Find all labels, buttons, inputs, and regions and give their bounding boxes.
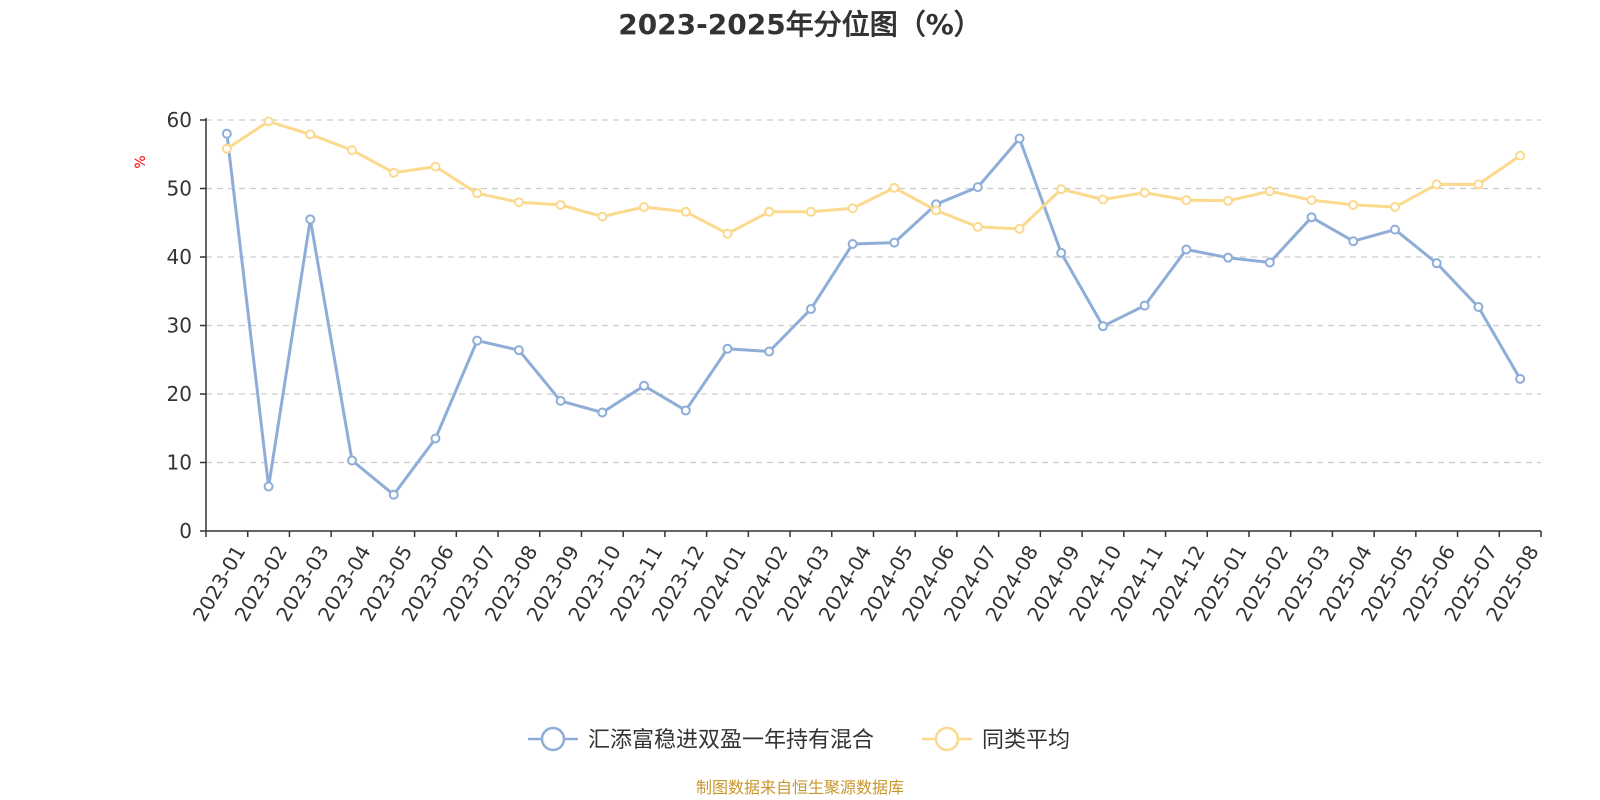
data-point xyxy=(1264,257,1275,268)
data-point xyxy=(1097,321,1108,332)
data-point xyxy=(1014,133,1025,144)
data-point xyxy=(513,197,524,208)
data-point xyxy=(347,145,358,156)
legend-swatch-marker xyxy=(934,726,960,752)
data-point xyxy=(1097,194,1108,205)
data-point xyxy=(1515,150,1526,161)
data-point xyxy=(1223,252,1234,263)
data-point xyxy=(388,167,399,178)
legend: 汇添富稳进双盈一年持有混合 同类平均 xyxy=(528,726,1070,753)
legend-label: 同类平均 xyxy=(982,728,1070,753)
data-point xyxy=(764,206,775,217)
chart-title: 2023-2025年分位图（%） xyxy=(618,8,982,41)
data-point xyxy=(305,129,316,140)
data-point xyxy=(555,395,566,406)
data-point xyxy=(1223,195,1234,206)
y-axis: 0 10 20 30 40 50 60 xyxy=(167,108,207,543)
y-tick-label: 40 xyxy=(167,245,192,269)
data-point xyxy=(221,143,232,154)
data-point xyxy=(889,237,900,248)
data-point xyxy=(430,161,441,172)
y-tick-label: 10 xyxy=(167,451,192,475)
grid-lines xyxy=(206,119,1541,464)
data-point xyxy=(972,182,983,193)
y-axis-unit-label: % xyxy=(133,155,149,168)
series-2 xyxy=(221,116,1526,239)
data-point xyxy=(347,455,358,466)
legend-label: 汇添富稳进双盈一年持有混合 xyxy=(588,728,874,753)
data-point xyxy=(847,203,858,214)
data-point xyxy=(889,182,900,193)
legend-item-2[interactable]: 同类平均 xyxy=(922,726,1070,753)
series-line xyxy=(225,133,1522,497)
series-layer xyxy=(221,116,1526,500)
data-point xyxy=(1306,195,1317,206)
data-point xyxy=(1431,179,1442,190)
data-point xyxy=(722,343,733,354)
data-point xyxy=(472,335,483,346)
data-point xyxy=(1139,300,1150,311)
data-point xyxy=(221,128,232,139)
data-point xyxy=(847,238,858,249)
legend-item-1[interactable]: 汇添富稳进双盈一年持有混合 xyxy=(528,726,874,753)
data-point xyxy=(1515,373,1526,384)
data-point xyxy=(639,201,650,212)
y-tick-label: 60 xyxy=(167,108,192,132)
data-point xyxy=(388,489,399,500)
data-point xyxy=(1473,302,1484,313)
data-point xyxy=(764,346,775,357)
data-point xyxy=(1139,187,1150,198)
data-point xyxy=(680,206,691,217)
data-point xyxy=(513,345,524,356)
data-point xyxy=(1473,179,1484,190)
data-point xyxy=(555,199,566,210)
data-point xyxy=(1389,224,1400,235)
y-tick-label: 50 xyxy=(167,177,192,201)
data-point xyxy=(597,211,608,222)
data-point xyxy=(972,221,983,232)
series-1 xyxy=(221,128,1526,500)
data-point xyxy=(1181,244,1192,255)
series-line xyxy=(226,119,1521,236)
data-point xyxy=(430,433,441,444)
y-tick-label: 0 xyxy=(179,519,192,543)
data-point xyxy=(263,116,274,127)
data-point xyxy=(1348,199,1359,210)
data-point xyxy=(1056,247,1067,258)
data-point xyxy=(1431,258,1442,269)
data-point xyxy=(1056,184,1067,195)
y-tick-label: 20 xyxy=(167,382,192,406)
data-point xyxy=(263,481,274,492)
y-tick-label: 30 xyxy=(167,314,192,338)
data-point xyxy=(931,205,942,216)
data-point xyxy=(1348,236,1359,247)
data-point xyxy=(597,407,608,418)
data-point xyxy=(805,206,816,217)
data-source-note: 制图数据来自恒生聚源数据库 xyxy=(696,778,904,797)
data-point xyxy=(722,228,733,239)
data-point xyxy=(1306,212,1317,223)
x-axis: 2023-012023-022023-032023-042023-052023-… xyxy=(188,530,1544,625)
data-point xyxy=(305,214,316,225)
data-point xyxy=(680,405,691,416)
legend-swatch-marker xyxy=(540,726,566,752)
data-point xyxy=(1264,186,1275,197)
data-point xyxy=(1181,195,1192,206)
data-point xyxy=(1014,223,1025,234)
data-point xyxy=(805,304,816,315)
data-point xyxy=(472,188,483,199)
data-point xyxy=(1389,201,1400,212)
data-point xyxy=(639,380,650,391)
